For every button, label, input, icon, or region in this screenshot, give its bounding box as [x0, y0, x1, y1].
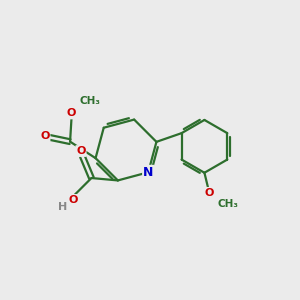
Text: O: O [76, 146, 86, 156]
Text: O: O [69, 195, 78, 205]
Text: CH₃: CH₃ [80, 97, 101, 106]
Text: N: N [143, 166, 154, 179]
Text: O: O [67, 109, 76, 118]
Text: H: H [58, 202, 67, 212]
Text: CH₃: CH₃ [217, 199, 238, 209]
Text: O: O [204, 188, 214, 198]
Text: O: O [40, 131, 50, 141]
